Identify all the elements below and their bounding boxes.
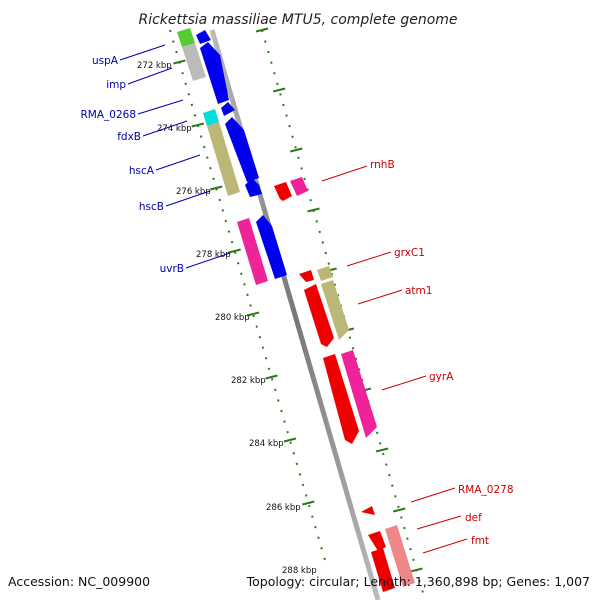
left-ruler-track — [169, 29, 326, 561]
gene-feature-gyrA[interactable] — [341, 350, 377, 438]
gene-feature-hscB[interactable] — [245, 178, 262, 197]
gene-label-rma-0268[interactable]: RMA_0268 — [80, 109, 136, 121]
gene-label-fdxB[interactable]: fdxB — [117, 131, 141, 143]
kbp-tick-label: 274 kbp — [157, 124, 192, 134]
kbp-tick-label: 286 kbp — [266, 503, 301, 513]
gene-feature-imp[interactable] — [182, 43, 206, 81]
map-title: Rickettsia massiliae MTU5, complete geno… — [138, 12, 457, 28]
kbp-tick-labels: 272 kbp 274 kbp 276 kbp 278 kbp 280 kbp … — [137, 61, 317, 576]
major-ticks — [173, 27, 423, 573]
gene-feature-fmt-red[interactable] — [371, 548, 395, 592]
right-gene-labels: rnhB grxC1 atm1 gyrA RMA_0278 def fmt — [370, 159, 514, 547]
gene-label-uvrB[interactable]: uvrB — [160, 263, 184, 275]
kbp-tick-label: 288 kbp — [282, 566, 317, 576]
major-tick — [255, 27, 269, 33]
gene-label-def[interactable]: def — [465, 512, 482, 524]
major-tick — [393, 507, 406, 513]
genome-summary-text: Topology: circular; Length: 1,360,898 bp… — [246, 574, 590, 589]
gene-label-imp[interactable]: imp — [106, 79, 126, 91]
gene-feature-blue[interactable] — [196, 30, 211, 44]
gene-feature-atm1-red[interactable] — [304, 284, 334, 347]
gene-feature-rma-0268[interactable] — [203, 109, 219, 126]
gene-features — [177, 28, 415, 592]
gene-feature-uvrB-blue[interactable] — [256, 215, 287, 279]
gene-feature-hscA[interactable] — [207, 122, 240, 196]
kbp-tick-label: 276 kbp — [176, 187, 211, 197]
major-tick — [173, 59, 186, 65]
gene-feature-gyrA-red[interactable] — [323, 354, 359, 444]
kbp-tick-label: 282 kbp — [231, 376, 266, 386]
major-tick — [290, 147, 303, 153]
major-tick — [265, 374, 278, 380]
gene-feature-rnhB-red[interactable] — [274, 182, 292, 201]
label-leaders — [119, 44, 468, 554]
major-tick — [228, 248, 241, 254]
major-tick — [410, 567, 423, 573]
major-tick — [272, 87, 286, 93]
gene-label-rma-0278[interactable]: RMA_0278 — [458, 484, 514, 496]
gene-feature-fdxB[interactable] — [221, 102, 235, 116]
gene-feature-uspA[interactable] — [177, 28, 195, 47]
gene-feature-def[interactable] — [368, 531, 386, 551]
gene-label-gyrA[interactable]: gyrA — [429, 371, 454, 383]
major-tick — [302, 500, 315, 506]
sequence-axis — [209, 29, 381, 601]
major-tick — [375, 447, 389, 453]
gene-feature-grxC1[interactable] — [317, 266, 333, 281]
gene-label-hscA[interactable]: hscA — [129, 165, 155, 177]
gene-feature-rma-0278[interactable] — [361, 506, 375, 515]
left-gene-labels: uspA imp RMA_0268 fdxB hscA hscB uvrB — [80, 55, 184, 275]
major-tick — [307, 207, 320, 213]
gene-label-fmt[interactable]: fmt — [471, 535, 489, 547]
gene-feature-atm1[interactable] — [321, 280, 349, 340]
gene-label-grxC1[interactable]: grxC1 — [394, 247, 425, 259]
gene-feature-hscA-blue[interactable] — [225, 117, 259, 182]
gene-label-atm1[interactable]: atm1 — [405, 285, 432, 297]
gene-label-hscB[interactable]: hscB — [139, 201, 164, 213]
kbp-tick-label: 272 kbp — [137, 61, 172, 71]
major-tick — [209, 185, 223, 191]
gene-feature-grxC1-red[interactable] — [299, 270, 314, 282]
gene-label-rnhB[interactable]: rnhB — [370, 159, 395, 171]
kbp-tick-label: 278 kbp — [196, 250, 231, 260]
major-tick — [191, 122, 205, 128]
major-tick — [246, 311, 260, 317]
kbp-tick-label: 280 kbp — [215, 313, 250, 323]
gene-feature-uvrB[interactable] — [237, 218, 268, 285]
gene-feature-rnhB[interactable] — [290, 177, 308, 196]
kbp-tick-label: 284 kbp — [249, 439, 284, 449]
accession-text: Accession: NC_009900 — [8, 574, 150, 589]
gene-label-uspA[interactable]: uspA — [92, 55, 119, 67]
gene-feature-fmt[interactable] — [385, 525, 415, 587]
gene-feature-blue[interactable] — [200, 42, 229, 104]
major-tick — [283, 437, 297, 443]
